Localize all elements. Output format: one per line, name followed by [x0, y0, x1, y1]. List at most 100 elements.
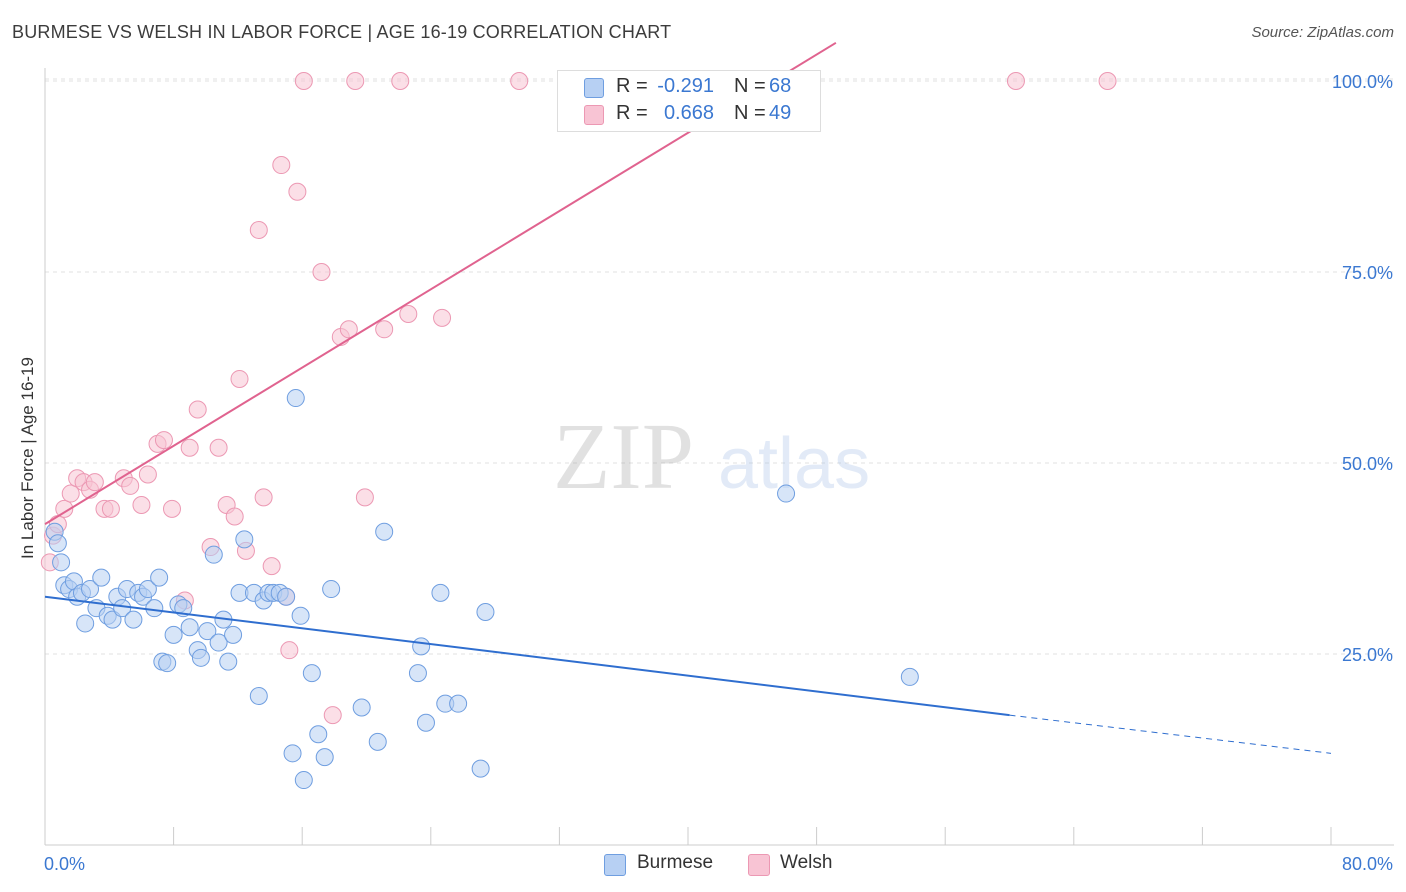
welsh-point: [225, 507, 244, 526]
burmese-point: [150, 568, 169, 587]
legend-r-label: R =: [616, 102, 648, 124]
burmese-point: [138, 580, 157, 599]
burmese-point: [48, 534, 67, 553]
burmese-point: [277, 587, 296, 606]
welsh-point: [272, 156, 291, 175]
burmese-point: [294, 771, 313, 790]
burmese-point: [204, 545, 223, 564]
burmese-point: [283, 744, 302, 763]
burmese-point: [124, 610, 143, 629]
burmese-legend-label: Burmese: [637, 852, 714, 873]
axes: [44, 68, 1394, 846]
burmese-point: [76, 614, 95, 633]
welsh-point: [121, 476, 140, 495]
burmese-point: [291, 606, 310, 625]
burmese-point: [92, 568, 111, 587]
burmese-point: [900, 667, 919, 686]
welsh-point: [323, 706, 342, 725]
welsh-point: [61, 484, 80, 503]
welsh-point: [132, 496, 151, 515]
trend-lines: [44, 41, 1332, 754]
burmese-point: [375, 522, 394, 541]
gridlines: [45, 78, 1394, 655]
burmese-point: [180, 618, 199, 637]
welsh-point: [209, 438, 228, 457]
y-tick-label: 75.0%: [1342, 263, 1393, 283]
correlation-legend: R = -0.291 N = 68 R = 0.668 N = 49: [557, 70, 821, 132]
welsh-point: [154, 431, 173, 450]
legend-row-welsh: R = 0.668 N = 49: [558, 101, 820, 127]
chart-title: BURMESE VS WELSH IN LABOR FORCE | AGE 16…: [12, 22, 672, 42]
welsh-point: [249, 220, 268, 239]
x-tick-label: 0.0%: [44, 854, 85, 874]
welsh-point: [433, 308, 452, 327]
legend-n-label: N =: [734, 102, 766, 124]
watermark-zip: ZIP: [553, 405, 694, 509]
burmese-point: [52, 553, 71, 572]
burmese-point: [315, 748, 334, 767]
burmese-point: [209, 633, 228, 652]
welsh-legend-label: Welsh: [780, 852, 833, 873]
burmese-point: [416, 713, 435, 732]
burmese-point: [476, 602, 495, 621]
burmese-point: [309, 725, 328, 744]
welsh-point: [375, 320, 394, 339]
burmese-point: [777, 484, 796, 503]
x-tick-label: 80.0%: [1342, 854, 1393, 874]
legend-r-value-burmese: -0.291: [657, 75, 714, 97]
welsh-point: [55, 499, 74, 518]
welsh-point: [230, 369, 249, 388]
welsh-point: [391, 72, 410, 90]
welsh-point: [188, 400, 207, 419]
legend-n-label: N =: [734, 75, 766, 97]
welsh-point: [510, 72, 529, 90]
burmese-point: [191, 648, 210, 667]
burmese-point: [198, 622, 217, 641]
legend-r-label: R =: [616, 75, 648, 97]
welsh-point: [85, 473, 104, 492]
tick-labels: 25.0% 50.0% 75.0% 100.0% 0.0% 80.0%: [44, 72, 1393, 874]
burmese-point: [224, 625, 243, 644]
welsh-point: [1006, 72, 1025, 90]
burmese-point: [219, 652, 238, 671]
welsh-legend-swatch: [748, 854, 770, 876]
burmese-point: [81, 580, 100, 599]
welsh-swatch: [584, 105, 604, 125]
burmese-point: [145, 599, 164, 618]
watermark: ZIP atlas: [553, 405, 870, 509]
welsh-point: [355, 488, 374, 507]
burmese-points: [45, 389, 919, 790]
burmese-point: [322, 580, 341, 599]
legend-r-value-welsh: 0.668: [663, 102, 714, 124]
burmese-point: [368, 732, 387, 751]
burmese-point: [158, 654, 177, 673]
legend-n-value-burmese: 68: [769, 75, 792, 97]
burmese-trend-extension: [1009, 714, 1332, 754]
burmese-point: [408, 664, 427, 683]
y-tick-label: 25.0%: [1342, 645, 1393, 665]
burmese-point: [249, 687, 268, 706]
welsh-point: [294, 72, 313, 90]
welsh-point: [254, 488, 273, 507]
welsh-point: [101, 499, 120, 518]
burmese-point: [449, 694, 468, 713]
y-tick-label: 50.0%: [1342, 454, 1393, 474]
welsh-points: [40, 72, 1117, 725]
burmese-point: [235, 530, 254, 549]
welsh-point: [399, 305, 418, 324]
welsh-point: [288, 182, 307, 201]
y-axis-label: In Labor Force | Age 16-19: [18, 357, 37, 559]
welsh-point: [162, 499, 181, 518]
burmese-point: [352, 698, 371, 717]
burmese-legend-swatch: [604, 854, 626, 876]
welsh-point: [339, 320, 358, 339]
burmese-point: [471, 759, 490, 778]
burmese-point: [302, 664, 321, 683]
welsh-point: [280, 641, 299, 660]
source-credit: Source: ZipAtlas.com: [1251, 24, 1394, 41]
welsh-point: [180, 438, 199, 457]
y-tick-label: 100.0%: [1332, 72, 1393, 92]
welsh-point: [138, 465, 157, 484]
burmese-point: [286, 389, 305, 408]
